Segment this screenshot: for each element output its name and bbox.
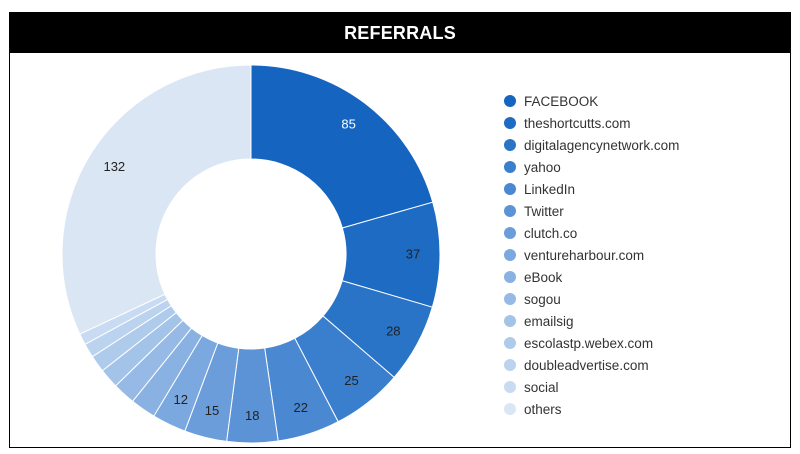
legend-item: ventureharbour.com bbox=[504, 244, 679, 266]
legend-swatch bbox=[504, 315, 516, 327]
legend-swatch bbox=[504, 183, 516, 195]
legend-label: theshortcutts.com bbox=[524, 115, 631, 131]
pie-slice-0 bbox=[250, 64, 434, 229]
slice-value-label: 15 bbox=[205, 403, 219, 418]
slice-value-label: 132 bbox=[103, 159, 125, 174]
legend-swatch bbox=[504, 337, 516, 349]
legend-swatch bbox=[504, 227, 516, 239]
legend-label: LinkedIn bbox=[524, 181, 576, 197]
slice-value-label: 22 bbox=[293, 400, 307, 415]
legend-swatch bbox=[504, 161, 516, 173]
legend-label: eBook bbox=[524, 269, 563, 285]
legend-swatch bbox=[504, 205, 516, 217]
legend-swatch bbox=[504, 403, 516, 415]
legend-item: escolastp.webex.com bbox=[504, 332, 679, 354]
slice-value-label: 25 bbox=[344, 373, 358, 388]
legend-label: emailsig bbox=[524, 313, 574, 329]
legend-swatch bbox=[504, 359, 516, 371]
legend-swatch bbox=[504, 139, 516, 151]
legend-item: digitalagencynetwork.com bbox=[504, 134, 679, 156]
slice-value-label: 18 bbox=[245, 408, 259, 423]
legend-label: ventureharbour.com bbox=[524, 247, 645, 263]
legend-swatch bbox=[504, 271, 516, 283]
legend-item: emailsig bbox=[504, 310, 679, 332]
legend-item: theshortcutts.com bbox=[504, 112, 679, 134]
legend-item: eBook bbox=[504, 266, 679, 288]
slice-value-label: 37 bbox=[406, 247, 420, 262]
legend-item: sogou bbox=[504, 288, 679, 310]
donut-chart: 85 37 28 25 22 18 15 12 132 bbox=[61, 64, 441, 444]
slice-value-label: 12 bbox=[173, 392, 187, 407]
legend-item: others bbox=[504, 398, 679, 420]
legend-item: clutch.co bbox=[504, 222, 679, 244]
legend-label: others bbox=[524, 401, 562, 417]
legend-swatch bbox=[504, 117, 516, 129]
chart-panel: REFERRALS 85 37 28 25 22 18 15 12 132 FACEBOOK th… bbox=[9, 12, 791, 448]
legend-item: Twitter bbox=[504, 200, 679, 222]
legend-swatch bbox=[504, 95, 516, 107]
chart-legend: FACEBOOK theshortcutts.com digitalagencyne… bbox=[504, 90, 679, 420]
slice-value-label: 28 bbox=[386, 323, 400, 338]
legend-label: clutch.co bbox=[524, 225, 578, 241]
legend-label: Twitter bbox=[524, 203, 564, 219]
pie-slice-14 bbox=[61, 64, 252, 335]
legend-swatch bbox=[504, 293, 516, 305]
legend-label: social bbox=[524, 379, 559, 395]
slice-value-label: 85 bbox=[341, 117, 355, 132]
legend-item: social bbox=[504, 376, 679, 398]
legend-label: FACEBOOK bbox=[524, 93, 599, 109]
legend-swatch bbox=[504, 249, 516, 261]
legend-label: yahoo bbox=[524, 159, 561, 175]
legend-item: doubleadvertise.com bbox=[504, 354, 679, 376]
legend-label: digitalagencynetwork.com bbox=[524, 137, 680, 153]
legend-item: yahoo bbox=[504, 156, 679, 178]
legend-swatch bbox=[504, 381, 516, 393]
legend-label: sogou bbox=[524, 291, 561, 307]
legend-label: escolastp.webex.com bbox=[524, 335, 654, 351]
legend-label: doubleadvertise.com bbox=[524, 357, 649, 373]
legend-item: LinkedIn bbox=[504, 178, 679, 200]
chart-title: REFERRALS bbox=[10, 13, 790, 53]
legend-item: FACEBOOK bbox=[504, 90, 679, 112]
